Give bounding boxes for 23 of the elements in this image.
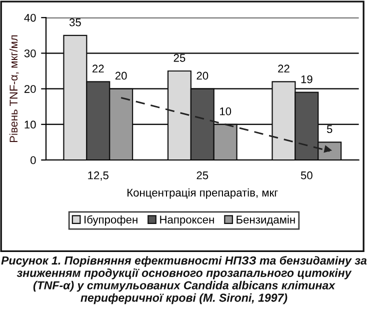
data-label: 10 — [220, 107, 232, 116]
y-tick-label: 40 — [24, 14, 36, 22]
x-tick-label: 50 — [300, 171, 312, 180]
data-label: 35 — [69, 18, 81, 26]
x-axis-title: Концентрація препаратів, мкг — [128, 188, 278, 199]
data-label: 20 — [196, 72, 208, 80]
y-tick-label: 30 — [24, 49, 36, 58]
data-label: 22 — [278, 64, 290, 72]
data-label: 19 — [301, 75, 312, 84]
data-label: 25 — [174, 54, 186, 62]
x-tick-label: 25 — [196, 171, 208, 180]
y-tick-label: 10 — [24, 120, 36, 129]
data-label: 5 — [326, 125, 332, 134]
y-axis-title: Рівень TNF-α, мкг/мл — [9, 35, 19, 142]
data-label: 22 — [92, 64, 104, 72]
legend-label: Бензидамін — [236, 215, 295, 226]
y-tick-label: 20 — [24, 85, 36, 93]
text: Рисунок 1. Порівняння ефективності НПЗЗ та бензидаміну за зниженням продукції основного прозапального цитокіну (TNF-α) у стимульованих Candida albicans клітинах периферичної крові (M. Sironi, 1997) — [1, 256, 367, 304]
legend-label: Ібупрофен — [84, 215, 138, 226]
y-tick-label: 0 — [30, 156, 36, 164]
legend-label: Напроксен — [160, 216, 214, 226]
x-tick-label: 12,5 — [88, 171, 108, 181]
data-label: 20 — [115, 72, 127, 80]
